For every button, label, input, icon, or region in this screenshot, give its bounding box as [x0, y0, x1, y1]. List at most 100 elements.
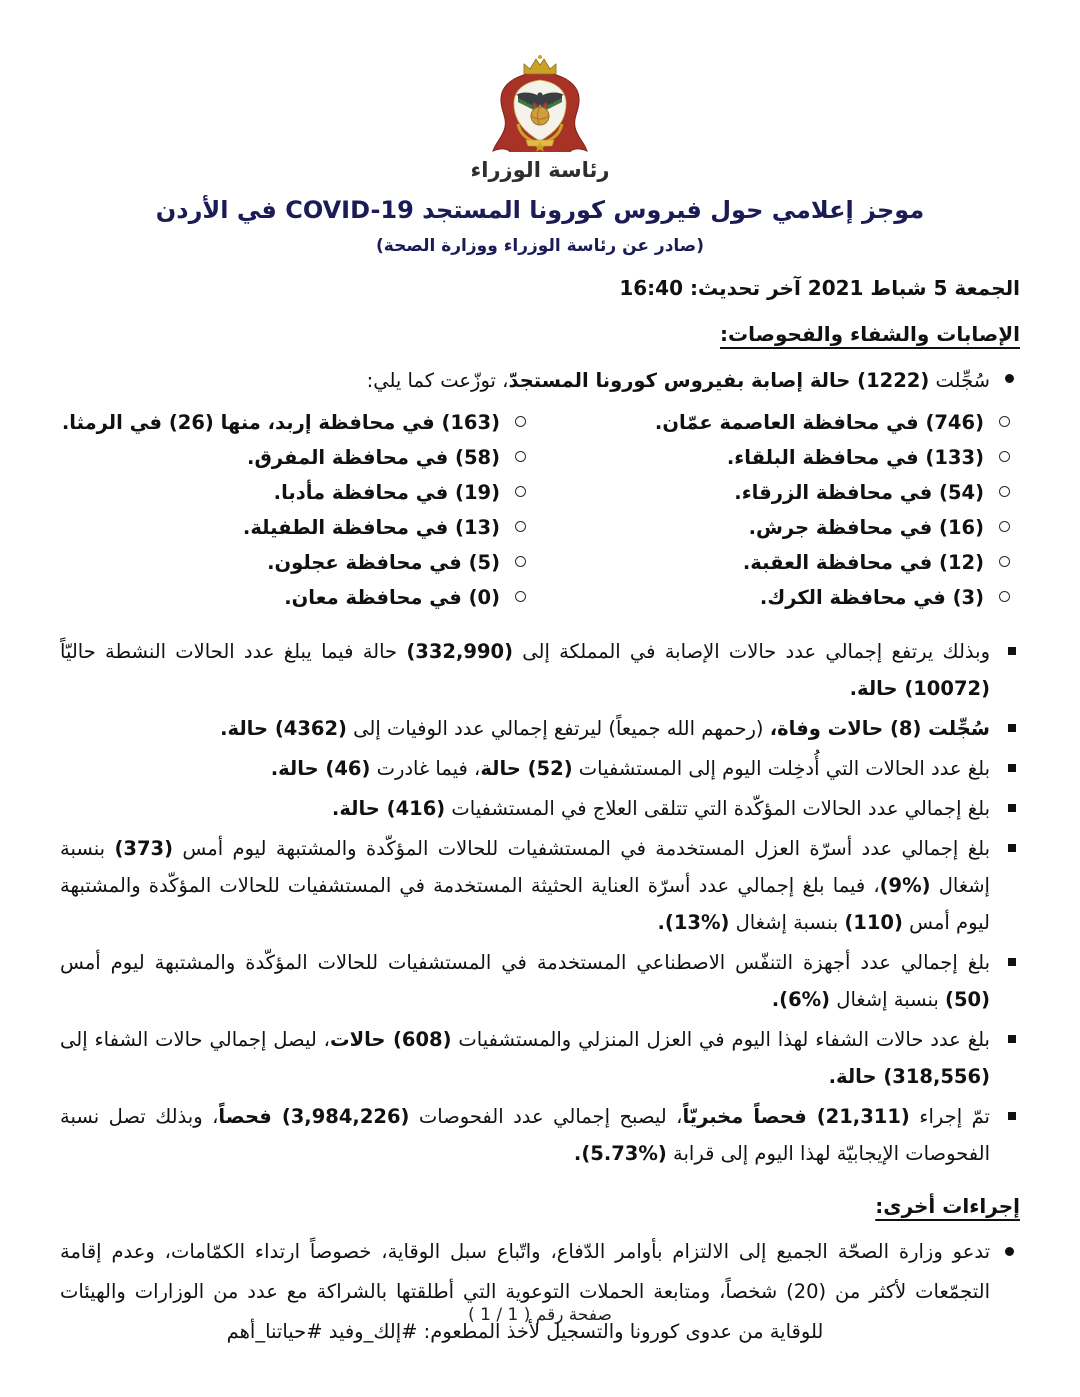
text-run: تمّ إجراء — [909, 1105, 990, 1128]
text-run: بلغ عدد الحالات التي أُدخِلت اليوم إلى ا… — [572, 757, 990, 780]
document-body: الإصابات والشفاء والفحوصات: سُجِّلت (122… — [60, 322, 1020, 1352]
section-heading-infections: الإصابات والشفاء والفحوصات: — [720, 322, 1020, 346]
summary-bullet: بلغ إجمالي عدد أجهزة التنفّس الاصطناعي ا… — [60, 944, 1020, 1018]
disc-bullet-icon — [1005, 374, 1014, 383]
text-run: (1222) حالة إصابة بفيروس كورونا المستجدّ — [508, 369, 930, 392]
text-run: وبذلك يرتفع إجمالي عدد حالات الإصابة في … — [513, 640, 990, 663]
text-run: ، ليصل إجمالي حالات الشفاء إلى — [60, 1028, 330, 1051]
text-run: بنسبة إشغال — [729, 911, 845, 934]
summary-bullet: بلغ عدد الحالات التي أُدخِلت اليوم إلى ا… — [60, 750, 1020, 787]
governorate-text: (16) في محافظة جرش. — [748, 516, 984, 539]
governorate-text: (163) في محافظة إربد، منها (26) في الرمث… — [61, 411, 500, 434]
summary-bullet: بلغ إجمالي عدد أسرّة العزل المستخدمة في … — [60, 830, 1020, 941]
logo: رئاسة الوزراء — [60, 52, 1020, 182]
text-run: تدعو وزارة الصحّة الجميع إلى الالتزام بأ… — [60, 1240, 990, 1343]
text-run: بنسبة إشغال — [830, 988, 946, 1011]
text-run: (50) — [945, 988, 990, 1011]
jordan-coat-of-arms-icon — [492, 55, 588, 152]
governorate-text: (13) في محافظة الطفيلة. — [242, 516, 500, 539]
circle-bullet-icon — [515, 521, 526, 532]
text-run: سُجِّلت (8) حالات وفاة، — [769, 717, 990, 740]
square-bullet-icon — [1008, 764, 1016, 772]
text-run: حالة فيما يبلغ عدد الحالات النشطة حاليّا… — [60, 640, 407, 663]
intro-bullet: سُجِّلت (1222) حالة إصابة بفيروس كورونا … — [60, 362, 1020, 399]
governorate-item: (12) في محافظة العقبة. — [544, 545, 1020, 580]
text-run: بلغ إجمالي عدد أسرّة العزل المستخدمة في … — [173, 837, 991, 860]
text-run: (%6). — [771, 988, 831, 1011]
text-run: (318,556) حالة. — [828, 1065, 990, 1088]
circle-bullet-icon — [515, 416, 526, 427]
governorate-item: (16) في محافظة جرش. — [544, 510, 1020, 545]
governorate-item: (0) في محافظة معان. — [60, 580, 536, 615]
text-run: (416) حالة. — [331, 797, 446, 820]
logo-caption: رئاسة الوزراء — [470, 158, 610, 182]
summary-text: بلغ إجمالي عدد أجهزة التنفّس الاصطناعي ا… — [60, 944, 990, 1018]
circle-bullet-icon — [999, 416, 1010, 427]
document-subtitle: (صادر عن رئاسة الوزراء ووزارة الصحة) — [376, 236, 704, 256]
circle-bullet-icon — [515, 486, 526, 497]
text-run: (%13). — [657, 911, 730, 934]
text-run: (4362) حالة. — [220, 717, 347, 740]
text-run: بلغ إجمالي عدد أجهزة التنفّس الاصطناعي ا… — [60, 951, 990, 974]
text-run: (373) — [114, 837, 174, 860]
text-run: (46) حالة. — [270, 757, 371, 780]
governorate-text: (19) في محافظة مأدبا. — [273, 481, 500, 504]
governorate-item: (3) في محافظة الكرك. — [544, 580, 1020, 615]
summary-text: بلغ إجمالي عدد الحالات المؤكّدة التي تتل… — [60, 790, 990, 827]
circle-bullet-icon — [999, 451, 1010, 462]
summary-bullet: بلغ إجمالي عدد الحالات المؤكّدة التي تتل… — [60, 790, 1020, 827]
circle-bullet-icon — [999, 521, 1010, 532]
text-run: (%5.73). — [573, 1142, 667, 1165]
governorate-list: (746) في محافظة العاصمة عمّان. (133) في م… — [60, 405, 1020, 615]
measures-list: تدعو وزارة الصحّة الجميع إلى الالتزام بأ… — [60, 1232, 1020, 1352]
governorate-text: (54) في محافظة الزرقاء. — [734, 481, 984, 504]
square-bullet-icon — [1008, 1035, 1016, 1043]
governorate-item: (5) في محافظة عجلون. — [60, 545, 536, 580]
text-run: ، وبذلك تصل نسبة الفحوصات الإيجابيّة لهذ… — [60, 1105, 990, 1165]
circle-bullet-icon — [999, 556, 1010, 567]
document-header: رئاسة الوزراء موجز إعلامي حول فيروس كورو… — [60, 52, 1020, 300]
governorate-text: (58) في محافظة المفرق. — [247, 446, 500, 469]
circle-bullet-icon — [515, 591, 526, 602]
text-run: (332,990) — [406, 640, 514, 663]
text-run: بلغ عدد حالات الشفاء لهذا اليوم في العزل… — [451, 1028, 990, 1051]
section-heading-measures: إجراءات أخرى: — [875, 1194, 1020, 1218]
date-line: الجمعة 5 شباط 2021 آخر تحديث: 16:40 — [619, 276, 1020, 300]
governorate-text: (12) في محافظة العقبة. — [742, 551, 984, 574]
governorate-item: (163) في محافظة إربد، منها (26) في الرمث… — [60, 405, 536, 440]
governorate-text: (3) في محافظة الكرك. — [759, 586, 984, 609]
governorate-text: (5) في محافظة عجلون. — [267, 551, 500, 574]
governorate-text: (746) في محافظة العاصمة عمّان. — [654, 411, 984, 434]
summary-bullet: بلغ عدد حالات الشفاء لهذا اليوم في العزل… — [60, 1021, 1020, 1095]
square-bullet-icon — [1008, 804, 1016, 812]
document-title: موجز إعلامي حول فيروس كورونا المستجد COV… — [155, 196, 925, 224]
governorate-item: (54) في محافظة الزرقاء. — [544, 475, 1020, 510]
text-run: (10072) حالة. — [849, 677, 990, 700]
summary-bullet: سُجِّلت (8) حالات وفاة، (رحمهم الله جميع… — [60, 710, 1020, 747]
text-run: ، فيما غادرت — [370, 757, 481, 780]
text-run: (608) حالات — [329, 1028, 452, 1051]
circle-bullet-icon — [515, 451, 526, 462]
text-run: سُجِّلت — [929, 369, 990, 392]
text-run: (52) حالة — [480, 757, 573, 780]
text-run: (رحمهم الله جميعاً) ليرتفع إجمالي عدد ال… — [346, 717, 770, 740]
summary-bullet: وبذلك يرتفع إجمالي عدد حالات الإصابة في … — [60, 633, 1020, 707]
measure-text: تدعو وزارة الصحّة الجميع إلى الالتزام بأ… — [60, 1232, 990, 1352]
text-run: بنسبة إشغال — [60, 837, 990, 897]
summary-bullet: تمّ إجراء (21,311) فحصاً مخبريّاً، ليصبح… — [60, 1098, 1020, 1172]
page-number: صفحة رقم ( 1 / 1 ) — [468, 1305, 612, 1325]
governorate-item: (133) في محافظة البلقاء. — [544, 440, 1020, 475]
square-bullet-icon — [1008, 647, 1016, 655]
summary-text: بلغ إجمالي عدد أسرّة العزل المستخدمة في … — [60, 830, 990, 941]
square-bullet-icon — [1008, 958, 1016, 966]
intro-text: سُجِّلت (1222) حالة إصابة بفيروس كورونا … — [60, 362, 990, 399]
square-bullet-icon — [1008, 844, 1016, 852]
text-run: (3,984,226) فحصاً — [218, 1105, 410, 1128]
summary-text: بلغ عدد حالات الشفاء لهذا اليوم في العزل… — [60, 1021, 990, 1095]
text-run: ، فيما بلغ إجمالي عدد أسرّة العناية الحث… — [60, 874, 990, 934]
summary-text: تمّ إجراء (21,311) فحصاً مخبريّاً، ليصبح… — [60, 1098, 990, 1172]
square-bullet-icon — [1008, 1112, 1016, 1120]
governorate-item: (746) في محافظة العاصمة عمّان. — [544, 405, 1020, 440]
circle-bullet-icon — [999, 486, 1010, 497]
